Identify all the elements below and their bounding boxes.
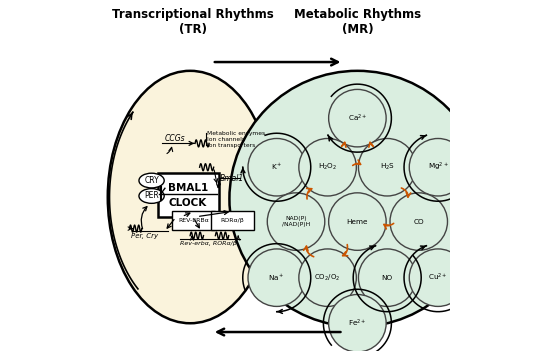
Text: NAD(P)
/NAD(P)H: NAD(P) /NAD(P)H — [282, 216, 310, 227]
Text: REV-ERBα: REV-ERBα — [178, 218, 209, 224]
Text: Cu$^{2+}$: Cu$^{2+}$ — [428, 272, 448, 283]
Circle shape — [299, 138, 356, 196]
Ellipse shape — [108, 71, 273, 323]
Circle shape — [329, 193, 386, 250]
Ellipse shape — [139, 189, 164, 203]
Text: RORα/β: RORα/β — [221, 218, 244, 224]
Text: CLOCK: CLOCK — [169, 198, 207, 208]
Text: Bmal1: Bmal1 — [219, 174, 244, 183]
Text: Per, Cry: Per, Cry — [131, 233, 158, 239]
Circle shape — [267, 193, 325, 250]
Text: Transcriptional Rhythms
(TR): Transcriptional Rhythms (TR) — [112, 8, 273, 36]
Text: Heme: Heme — [346, 219, 368, 225]
Text: Fe$^{2+}$: Fe$^{2+}$ — [348, 318, 367, 329]
Text: CCGs: CCGs — [164, 134, 185, 143]
Text: CRY: CRY — [144, 176, 159, 185]
Text: K$^+$: K$^+$ — [271, 162, 283, 172]
Circle shape — [359, 138, 416, 196]
Text: Ca$^{2+}$: Ca$^{2+}$ — [348, 113, 367, 124]
Circle shape — [390, 193, 448, 250]
Text: Na$^+$: Na$^+$ — [268, 272, 285, 283]
FancyBboxPatch shape — [172, 212, 215, 230]
Circle shape — [229, 71, 485, 327]
Text: Ion channels: Ion channels — [207, 137, 245, 142]
FancyBboxPatch shape — [211, 212, 254, 230]
Text: NO: NO — [382, 275, 393, 281]
Text: BMAL1: BMAL1 — [168, 183, 208, 193]
Circle shape — [329, 89, 386, 147]
Circle shape — [329, 295, 386, 352]
Text: H$_2$O$_2$: H$_2$O$_2$ — [318, 162, 337, 172]
Circle shape — [409, 249, 467, 307]
FancyBboxPatch shape — [157, 173, 218, 218]
Text: Rev-erbα, RORα/β: Rev-erbα, RORα/β — [180, 241, 236, 246]
Text: Metabolic enzymes: Metabolic enzymes — [207, 131, 265, 136]
Text: PER: PER — [144, 191, 159, 201]
Text: CO$_2$/O$_2$: CO$_2$/O$_2$ — [315, 272, 341, 283]
Circle shape — [299, 249, 356, 307]
Text: Ion transporters: Ion transporters — [207, 143, 255, 147]
Text: Metabolic Rhythms
(MR): Metabolic Rhythms (MR) — [294, 8, 421, 36]
Text: CO: CO — [414, 219, 424, 225]
Text: H$_2$S: H$_2$S — [379, 162, 395, 172]
Ellipse shape — [139, 173, 164, 188]
Circle shape — [359, 249, 416, 307]
Text: Mg$^{2+}$: Mg$^{2+}$ — [427, 161, 448, 174]
Circle shape — [409, 138, 467, 196]
Circle shape — [248, 138, 305, 196]
Circle shape — [248, 249, 305, 307]
